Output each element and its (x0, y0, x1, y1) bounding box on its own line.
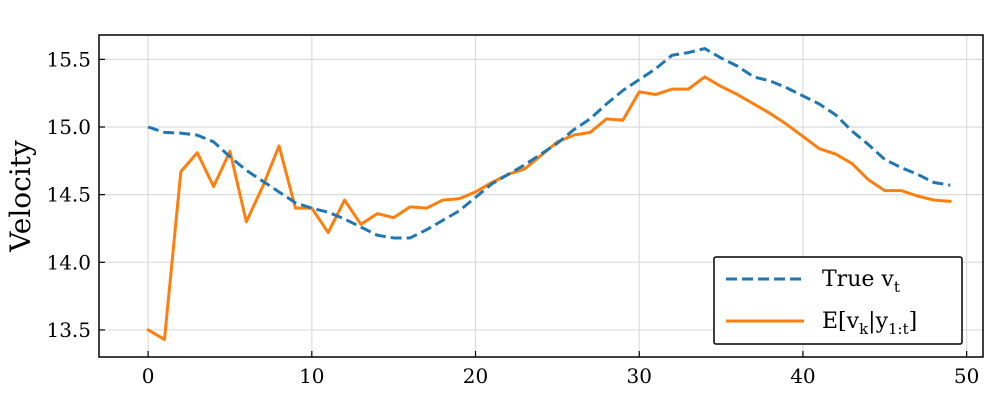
legend-label-estimate-mid: |y (868, 309, 888, 334)
ticks: 0 10 20 30 40 50 13.5 14.0 14.5 15.0 15.5 (46, 47, 979, 388)
x-tick-label: 40 (790, 364, 815, 388)
legend-label-true-main: True v (822, 267, 894, 292)
legend: True vt E[vk|y1:t] (713, 256, 963, 345)
grid (99, 35, 983, 357)
legend-label-estimate-main: E[v (822, 309, 860, 334)
x-tick-label: 20 (463, 364, 488, 388)
series-layer (146, 47, 952, 341)
legend-label-true: True vt (822, 267, 900, 296)
series-line-true (147, 47, 951, 240)
legend-label-estimate-end: ] (909, 309, 918, 334)
legend-label-estimate: E[vk|y1:t] (822, 309, 917, 338)
y-tick-label: 14.5 (46, 183, 91, 207)
x-tick-label: 0 (142, 364, 155, 388)
legend-label-estimate-sub1: k (859, 320, 869, 338)
y-tick-label: 14.0 (46, 250, 91, 274)
y-axis-label: Velocity (4, 140, 37, 253)
legend-label-estimate-sub2: 1:t (888, 320, 909, 338)
y-tick-label: 15.5 (46, 47, 91, 71)
legend-label-true-sub: t (894, 278, 900, 296)
y-tick-label: 13.5 (46, 318, 91, 342)
y-tick-label: 15.0 (46, 115, 91, 139)
x-tick-label: 50 (954, 364, 979, 388)
x-tick-label: 30 (626, 364, 651, 388)
x-tick-label: 10 (299, 364, 324, 388)
plot-frame (98, 34, 984, 358)
